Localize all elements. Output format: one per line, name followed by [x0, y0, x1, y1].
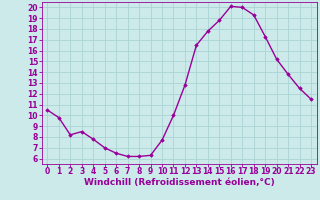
X-axis label: Windchill (Refroidissement éolien,°C): Windchill (Refroidissement éolien,°C) — [84, 178, 275, 187]
